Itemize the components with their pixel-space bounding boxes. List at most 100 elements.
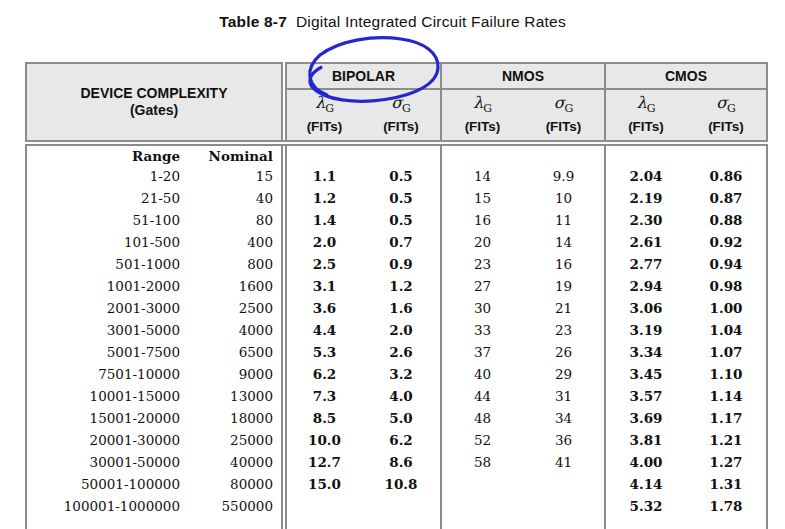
filler-row xyxy=(26,517,767,529)
device-complexity-line1: DEVICE COMPLEXITY xyxy=(27,85,281,103)
cell-cmos_sigma_fits: 1.10 xyxy=(686,363,767,385)
cell-bipolar_sigma_fits: 0.9 xyxy=(362,253,441,275)
cell-nominal: 800 xyxy=(184,253,284,275)
cell-range: 15001-20000 xyxy=(26,407,184,429)
cell-nmos_lambda_fits: 23 xyxy=(441,253,523,275)
table-row: 10001-15000130007.34.044313.571.14 xyxy=(26,385,767,407)
empty-cell xyxy=(362,517,441,529)
cell-cmos_lambda_fits: 4.14 xyxy=(605,473,686,495)
table-row: 3001-500040004.42.033233.191.04 xyxy=(26,319,767,341)
cell-cmos_sigma_fits: 0.88 xyxy=(686,209,767,231)
cell-bipolar_lambda_fits: 8.5 xyxy=(284,407,362,429)
empty-cell xyxy=(523,143,605,165)
table-row: 7501-1000090006.23.240293.451.10 xyxy=(26,363,767,385)
cell-cmos_lambda_fits: 2.77 xyxy=(605,253,686,275)
cell-nmos_sigma_fits: 9.9 xyxy=(523,165,605,187)
cell-cmos_sigma_fits: 1.00 xyxy=(686,297,767,319)
cell-nmos_lambda_fits: 44 xyxy=(441,385,523,407)
cell-bipolar_sigma_fits: 2.6 xyxy=(362,341,441,363)
table-row: 15001-20000180008.55.048343.691.17 xyxy=(26,407,767,429)
group-header-cmos: CMOS xyxy=(605,63,767,89)
cell-nmos_lambda_fits: 48 xyxy=(441,407,523,429)
fits-units: (FITs) xyxy=(362,118,440,136)
cell-nmos_lambda_fits: 14 xyxy=(441,165,523,187)
cell-cmos_sigma_fits: 0.98 xyxy=(686,275,767,297)
cell-bipolar_sigma_fits: 5.0 xyxy=(362,407,441,429)
sigma-symbol: σG xyxy=(523,94,604,117)
cell-nmos_lambda_fits xyxy=(441,495,523,517)
page: { "page": { "title_label": "Table 8-7", … xyxy=(0,0,785,529)
lambda-symbol: λG xyxy=(442,94,523,117)
table-row: 100001-10000005500005.321.78 xyxy=(26,495,767,517)
table-body: Range Nominal 1-20151.10.5149.92.040.862… xyxy=(26,143,767,529)
table-header: DEVICE COMPLEXITY (Gates) BIPOLAR NMOS C… xyxy=(26,63,767,143)
cell-nmos_sigma_fits: 10 xyxy=(523,187,605,209)
table-row: 501-10008002.50.923162.770.94 xyxy=(26,253,767,275)
cell-bipolar_lambda_fits: 5.3 xyxy=(284,341,362,363)
cell-nmos_sigma_fits xyxy=(523,473,605,495)
cell-bipolar_lambda_fits: 15.0 xyxy=(284,473,362,495)
cell-bipolar_lambda_fits: 3.1 xyxy=(284,275,362,297)
cell-nmos_sigma_fits: 36 xyxy=(523,429,605,451)
cell-cmos_sigma_fits: 1.07 xyxy=(686,341,767,363)
empty-cell xyxy=(686,143,767,165)
device-complexity-header: DEVICE COMPLEXITY (Gates) xyxy=(26,63,284,143)
bipolar-lambda-header: λG (FITs) xyxy=(284,89,362,143)
cell-cmos_lambda_fits: 3.69 xyxy=(605,407,686,429)
table-row: 50001-1000008000015.010.84.141.31 xyxy=(26,473,767,495)
cell-bipolar_lambda_fits: 12.7 xyxy=(284,451,362,473)
cell-nmos_sigma_fits: 16 xyxy=(523,253,605,275)
table-title: Table 8-7Digital Integrated Circuit Fail… xyxy=(0,13,785,31)
cell-range: 50001-100000 xyxy=(26,473,184,495)
group-header-bipolar: BIPOLAR xyxy=(284,63,441,89)
cell-nmos_sigma_fits: 41 xyxy=(523,451,605,473)
cell-range: 100001-1000000 xyxy=(26,495,184,517)
cell-nmos_lambda_fits: 58 xyxy=(441,451,523,473)
table-caption: Digital Integrated Circuit Failure Rates xyxy=(296,13,566,30)
empty-cell xyxy=(284,143,362,165)
cell-nmos_sigma_fits: 21 xyxy=(523,297,605,319)
cell-range: 7501-10000 xyxy=(26,363,184,385)
cell-bipolar_lambda_fits: 1.1 xyxy=(284,165,362,187)
cell-bipolar_lambda_fits: 2.0 xyxy=(284,231,362,253)
cell-bipolar_sigma_fits: 1.6 xyxy=(362,297,441,319)
fits-units: (FITs) xyxy=(523,118,604,136)
fits-units: (FITs) xyxy=(442,118,523,136)
cell-bipolar_sigma_fits: 6.2 xyxy=(362,429,441,451)
cell-bipolar_sigma_fits: 0.5 xyxy=(362,209,441,231)
cell-nmos_lambda_fits xyxy=(441,473,523,495)
cell-bipolar_lambda_fits: 4.4 xyxy=(284,319,362,341)
cell-nmos_sigma_fits: 34 xyxy=(523,407,605,429)
cell-nmos_sigma_fits: 29 xyxy=(523,363,605,385)
cell-bipolar_sigma_fits xyxy=(362,495,441,517)
cell-nmos_lambda_fits: 33 xyxy=(441,319,523,341)
cell-bipolar_sigma_fits: 4.0 xyxy=(362,385,441,407)
cell-cmos_lambda_fits: 4.00 xyxy=(605,451,686,473)
table-row: 1-20151.10.5149.92.040.86 xyxy=(26,165,767,187)
cell-range: 101-500 xyxy=(26,231,184,253)
empty-cell xyxy=(523,517,605,529)
cell-nominal: 400 xyxy=(184,231,284,253)
cell-nmos_sigma_fits xyxy=(523,495,605,517)
cell-nmos_sigma_fits: 23 xyxy=(523,319,605,341)
fits-units: (FITs) xyxy=(686,118,766,136)
sigma-symbol: σG xyxy=(362,94,440,117)
cell-nmos_sigma_fits: 31 xyxy=(523,385,605,407)
cell-range: 51-100 xyxy=(26,209,184,231)
cell-cmos_sigma_fits: 1.14 xyxy=(686,385,767,407)
cell-bipolar_lambda_fits: 1.4 xyxy=(284,209,362,231)
cell-nmos_lambda_fits: 37 xyxy=(441,341,523,363)
cell-bipolar_sigma_fits: 3.2 xyxy=(362,363,441,385)
group-header-row: DEVICE COMPLEXITY (Gates) BIPOLAR NMOS C… xyxy=(26,63,767,89)
cell-bipolar_sigma_fits: 10.8 xyxy=(362,473,441,495)
cell-cmos_lambda_fits: 3.57 xyxy=(605,385,686,407)
range-column-label: Range xyxy=(26,143,184,165)
cell-bipolar_lambda_fits: 3.6 xyxy=(284,297,362,319)
cell-bipolar_sigma_fits: 1.2 xyxy=(362,275,441,297)
cell-cmos_sigma_fits: 0.86 xyxy=(686,165,767,187)
cell-cmos_sigma_fits: 1.27 xyxy=(686,451,767,473)
fits-units: (FITs) xyxy=(287,118,362,136)
cell-range: 501-1000 xyxy=(26,253,184,275)
table-row: 21-50401.20.515102.190.87 xyxy=(26,187,767,209)
cell-nominal: 6500 xyxy=(184,341,284,363)
